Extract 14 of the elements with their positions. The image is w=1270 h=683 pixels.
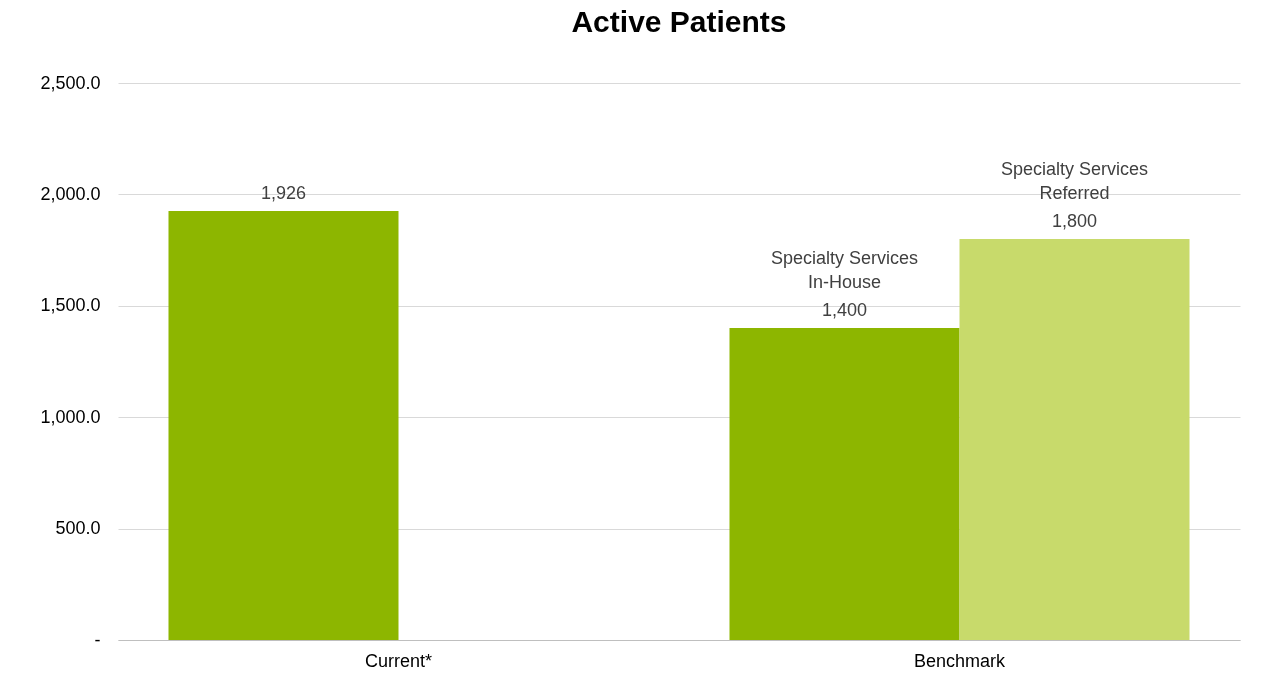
series-label: Specialty Services In-House [770, 248, 919, 293]
y-tick-label: - [94, 629, 101, 650]
x-tick-label: Benchmark [913, 650, 1007, 671]
data-label: 1,800 [1051, 210, 1098, 231]
x-tick-label: Current* [364, 650, 433, 671]
data-label: 1,926 [260, 182, 307, 203]
y-tick-label: 2,500.0 [40, 72, 101, 93]
y-tick-label: 2,000.0 [40, 183, 101, 204]
y-tick-label: 1,500.0 [40, 295, 101, 316]
data-label: 1,400 [821, 300, 868, 321]
series-label: Specialty Services Referred [1000, 158, 1149, 203]
y-tick-label: 1,000.0 [40, 406, 101, 427]
chart-title: Active Patients [571, 5, 787, 38]
y-tick-label: 500.0 [55, 518, 101, 539]
